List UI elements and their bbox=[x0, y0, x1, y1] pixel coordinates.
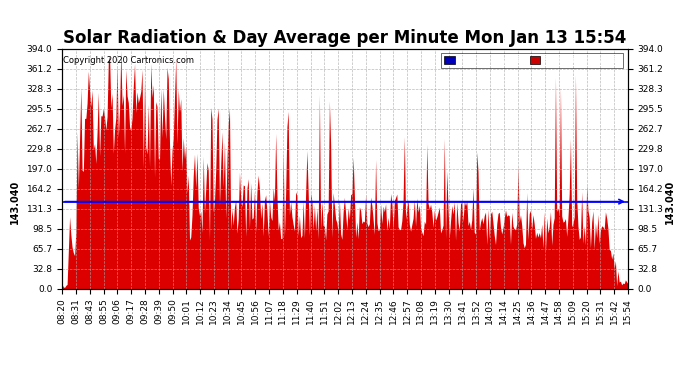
Legend: Median (w/m2), Radiation (w/m2): Median (w/m2), Radiation (w/m2) bbox=[441, 53, 623, 68]
Text: 143.040: 143.040 bbox=[664, 180, 675, 224]
Text: 143.040: 143.040 bbox=[10, 180, 19, 224]
Text: Copyright 2020 Cartronics.com: Copyright 2020 Cartronics.com bbox=[63, 56, 194, 65]
Title: Solar Radiation & Day Average per Minute Mon Jan 13 15:54: Solar Radiation & Day Average per Minute… bbox=[63, 29, 627, 47]
